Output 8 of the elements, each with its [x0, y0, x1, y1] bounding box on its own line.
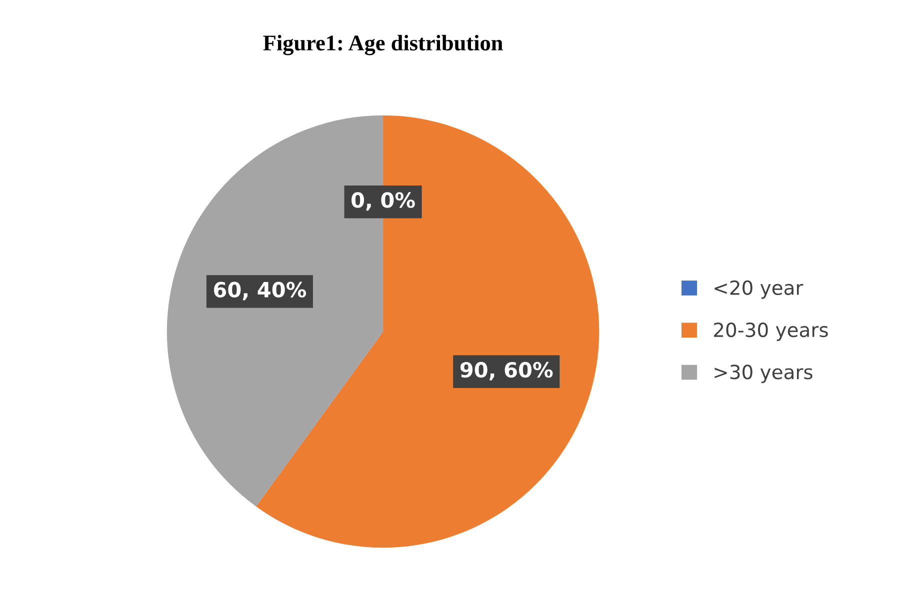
legend-label: >30 years — [714, 364, 812, 384]
data-label: 60, 40% — [214, 282, 306, 300]
pie-slice — [256, 115, 600, 548]
chart-title: Figure1: Age distribution — [263, 34, 503, 56]
legend-label: 20-30 years — [714, 322, 828, 341]
legend-label: <20 year — [714, 280, 804, 299]
data-label: 90, 60% — [460, 362, 553, 380]
text: 0, 0% — [352, 192, 415, 211]
